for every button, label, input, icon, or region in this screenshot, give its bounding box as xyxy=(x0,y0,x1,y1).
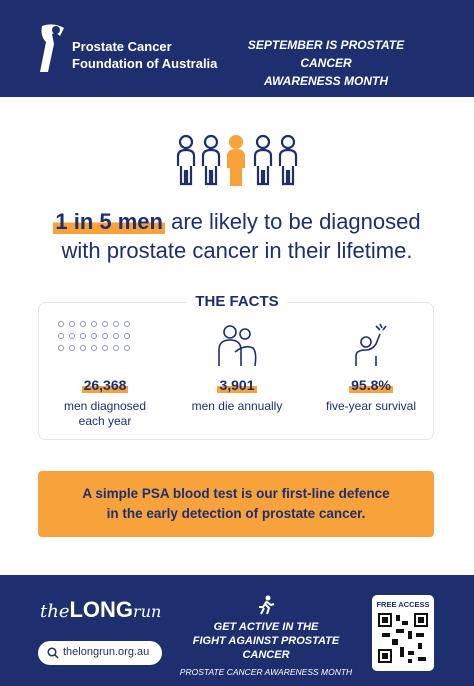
qr-code xyxy=(378,613,428,663)
fact-label: five-year survival xyxy=(325,399,417,413)
banner: A simple PSA blood test is our first-lin… xyxy=(38,471,434,537)
facts-title: THE FACTS xyxy=(187,293,287,310)
qr-card[interactable]: FREE ACCESS xyxy=(372,595,434,671)
fact-value: 95.8% xyxy=(349,377,393,393)
org-name-line: Prostate Cancer xyxy=(72,39,172,54)
search-icon xyxy=(47,647,59,659)
runner-icon xyxy=(259,595,275,615)
brand-run: run xyxy=(133,602,162,621)
cta-sub: PROSTATE CANCER AWARENESS MONTH xyxy=(179,667,353,677)
org-name: Prostate Cancer Foundation of Australia xyxy=(72,38,217,72)
fact: 26,368 men diagnosed each year xyxy=(45,377,165,429)
headline: 1 in 5 men are likely to be diagnosed wi… xyxy=(17,207,457,265)
cta-line: GET ACTIVE IN THE xyxy=(213,621,319,633)
fact-value: 3,901 xyxy=(217,377,257,393)
fact: 95.8% five-year survival xyxy=(311,377,431,414)
cta-line: FIGHT AGAINST PROSTATE CANCER xyxy=(192,635,340,661)
crowd-icon xyxy=(58,321,130,351)
org-name-line: Foundation of Australia xyxy=(72,56,218,71)
fact-label: each year xyxy=(78,414,132,428)
brand: theLONGrun xyxy=(40,597,161,623)
campaign-line: SEPTEMBER IS PROSTATE CANCER xyxy=(247,38,405,70)
headline-highlight: 1 in 5 men xyxy=(53,209,165,234)
people-icons xyxy=(176,134,298,186)
website-pill[interactable]: thelongrun.org.au xyxy=(38,641,162,665)
cta: GET ACTIVE IN THE FIGHT AGAINST PROSTATE… xyxy=(176,620,356,679)
header: Prostate Cancer Foundation of Australia … xyxy=(0,0,474,97)
website: thelongrun.org.au xyxy=(63,646,150,658)
fact: 3,901 men die annually xyxy=(177,377,297,414)
celebrate-icon xyxy=(355,323,387,366)
fact-label: men die annually xyxy=(191,399,283,413)
footer: theLONGrun thelongrun.org.au GET ACTIVE … xyxy=(0,575,474,686)
couple-icon xyxy=(218,325,257,367)
fact-label: men diagnosed xyxy=(63,399,147,413)
headline-text: with prostate cancer in their lifetime. xyxy=(61,238,413,263)
logo-icon xyxy=(40,24,64,72)
fact-value: 26,368 xyxy=(81,377,129,393)
banner-line: A simple PSA blood test is our first-lin… xyxy=(82,486,390,501)
campaign-line: AWARENESS MONTH xyxy=(263,74,388,88)
brand-the: the xyxy=(40,601,70,622)
campaign: SEPTEMBER IS PROSTATE CANCER AWARENESS M… xyxy=(226,36,426,90)
headline-text: are likely to be diagnosed xyxy=(171,209,421,234)
banner-line: in the early detection of prostate cance… xyxy=(106,506,366,521)
qr-label: FREE ACCESS xyxy=(376,600,430,609)
brand-long: LONG xyxy=(69,597,134,622)
